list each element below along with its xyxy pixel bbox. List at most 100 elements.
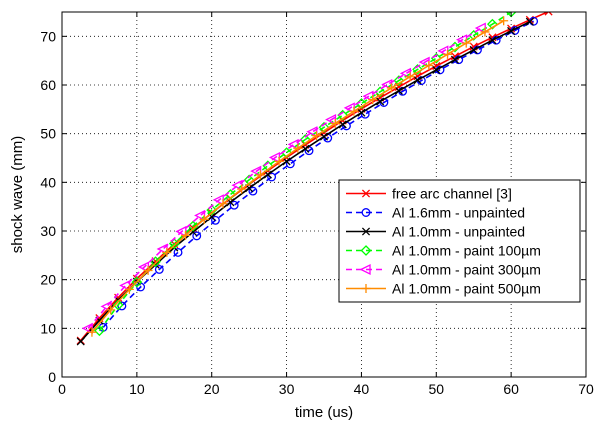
axis-ticks: 0 10 20 30 40 50 60 70 0 10 20 30 40 50 60 70 (40, 12, 594, 397)
legend-label: Al 1.0mm - paint 300µm (392, 262, 541, 278)
legend-label: Al 1.0mm - paint 100µm (392, 243, 541, 259)
legend: free arc channel [3] Al 1.6mm - unpainted… (338, 179, 581, 303)
legend-label: Al 1.0mm - paint 500µm (392, 281, 541, 297)
series-6 (87, 16, 509, 337)
data-point (525, 17, 534, 26)
legend-marker (360, 245, 372, 256)
data-point (181, 230, 191, 240)
x-tick-label: 60 (503, 381, 519, 397)
y-axis-label: shock wave (mm) (9, 136, 26, 254)
x-tick-label: 20 (204, 381, 220, 397)
data-point (248, 186, 258, 196)
data-point (229, 200, 239, 210)
legend-box (338, 179, 581, 303)
legend-marker (361, 284, 371, 293)
data-point (318, 121, 330, 133)
legend-label: Al 1.6mm - unpainted (392, 205, 525, 221)
data-point (338, 120, 347, 129)
data-point (192, 231, 202, 241)
legend-item: Al 1.0mm - paint 500µm (346, 281, 541, 297)
data-point (124, 284, 134, 294)
x-tick-label: 50 (428, 381, 444, 397)
data-point (412, 64, 423, 75)
legend-label: free arc channel [3] (392, 186, 512, 202)
data-point (151, 260, 160, 269)
data-point (282, 157, 291, 166)
x-tick-label: 30 (279, 381, 295, 397)
data-point (386, 83, 396, 93)
data-point (267, 172, 277, 182)
y-tick-label: 50 (40, 126, 56, 142)
y-tick-label: 60 (40, 77, 56, 93)
data-point (143, 265, 153, 275)
data-point (357, 108, 366, 117)
series-line (87, 27, 482, 329)
data-point (274, 156, 284, 166)
data-point (424, 61, 434, 71)
data-point (218, 199, 228, 209)
plot-frame (61, 11, 587, 378)
data-point (499, 16, 509, 26)
y-tick-label: 10 (40, 320, 56, 336)
legend-marker (359, 263, 371, 276)
data-point (405, 72, 415, 82)
data-point (368, 95, 378, 105)
data-point (507, 26, 516, 36)
series-line (98, 12, 512, 332)
x-tick-label: 10 (129, 381, 145, 397)
data-point (106, 305, 116, 315)
legend-item: Al 1.6mm - unpainted (346, 205, 525, 221)
data-point (132, 274, 141, 283)
legend-item: Al 1.0mm - paint 100µm (346, 243, 541, 259)
data-point (432, 65, 441, 74)
data-point (487, 18, 498, 30)
data-point (312, 131, 322, 141)
data-point (461, 38, 471, 48)
data-point (285, 159, 295, 169)
data-point (374, 86, 386, 98)
data-point (87, 327, 97, 337)
data-point (293, 143, 303, 153)
data-point (450, 55, 460, 64)
legend-item: Al 1.0mm - paint 300µm (346, 262, 541, 278)
series-3 (76, 17, 534, 346)
data-point (443, 49, 453, 59)
data-point (394, 86, 403, 95)
data-point (188, 227, 198, 237)
legend-label: Al 1.0mm - unpainted (392, 224, 525, 240)
data-point (469, 45, 478, 55)
data-point (237, 184, 247, 194)
y-tick-label: 40 (40, 174, 56, 190)
x-tick-label: 0 (58, 381, 66, 397)
data-point (480, 27, 490, 37)
data-point (349, 106, 359, 116)
data-point (413, 76, 422, 85)
data-point (255, 170, 265, 180)
x-axis-label: time (us) (295, 404, 353, 421)
data-point (488, 36, 497, 45)
data-point (76, 337, 85, 346)
data-point (173, 247, 183, 257)
y-tick-label: 30 (40, 223, 56, 239)
y-tick-label: 70 (40, 28, 56, 44)
legend-item: free arc channel [3] (346, 186, 512, 202)
data-point (211, 215, 220, 225)
y-tick-label: 0 (48, 369, 56, 385)
data-point (319, 132, 329, 141)
data-point (94, 325, 105, 337)
data-point (544, 12, 553, 16)
x-tick-label: 40 (354, 381, 370, 397)
data-point (376, 97, 385, 106)
data-point (301, 144, 310, 153)
data-point (199, 214, 209, 224)
y-tick-label: 20 (40, 272, 56, 288)
data-point (154, 264, 164, 274)
data-point (131, 276, 143, 288)
legend-marker (361, 208, 371, 217)
data-point (162, 247, 172, 257)
legend-item: Al 1.0mm - unpainted (346, 224, 525, 240)
x-tick-label: 70 (578, 381, 594, 397)
data-point (393, 75, 405, 87)
legend-marker (361, 189, 371, 198)
